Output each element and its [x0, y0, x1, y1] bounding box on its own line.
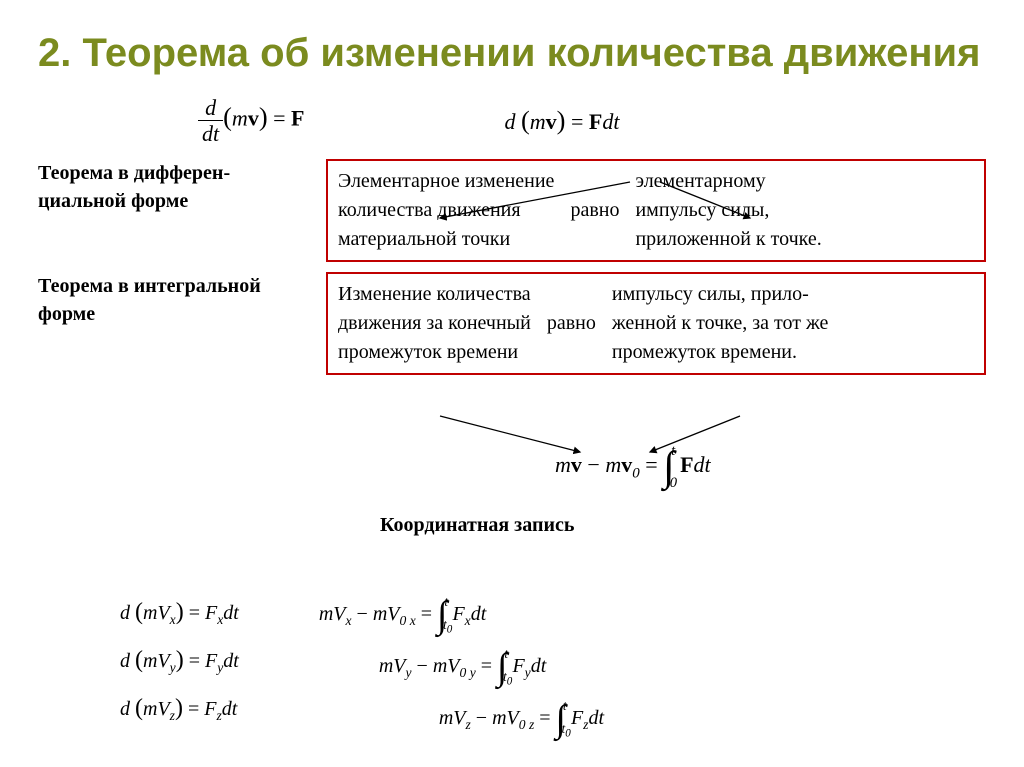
- coordinate-equations: d (mVx) = Fxdt d (mVy) = Fydt d (mVz) = …: [120, 588, 486, 744]
- box1-right: элементарному импульсу силы, приложенной…: [635, 167, 821, 254]
- equation-diff-short: d (mv) = Fdt: [504, 105, 619, 136]
- coord-int-z: mVz − mV0 z = ∫tt0 Fzdt: [439, 692, 606, 744]
- slide-title: 2. Теорема об изменении количества движе…: [38, 28, 986, 78]
- box2-mid: равно: [547, 309, 596, 338]
- coord-int-column: mVx − mV0 x = ∫tt0 Fxdt mVy − mV0 y = ∫t…: [319, 588, 486, 744]
- label-differential-form: Теорема в дифферен- циальной форме: [38, 159, 308, 262]
- block-differential: Теорема в дифферен- циальной форме Элеме…: [38, 159, 986, 262]
- box2-left: Изменение количества движения за конечны…: [338, 280, 531, 367]
- slide: 2. Теорема об изменении количества движе…: [0, 0, 1024, 767]
- definition-box-differential: Элементарное изменение количества движен…: [326, 159, 986, 262]
- block-integral: Теорема в интегральной форме Изменение к…: [38, 272, 986, 375]
- definition-box-integral: Изменение количества движения за конечны…: [326, 272, 986, 375]
- coord-diff-y: d (mVy) = Fydt: [120, 650, 239, 672]
- equation-row-top: ddt(mv) = F d (mv) = Fdt: [198, 96, 986, 145]
- coord-diff-z: d (mVz) = Fzdt: [120, 698, 237, 720]
- equation-integral: mv − mv0 = ∫t0 Fdt: [555, 452, 711, 478]
- coord-diff-x: d (mVx) = Fxdt: [120, 602, 239, 624]
- coord-form-title: Координатная запись: [380, 514, 574, 537]
- equation-diff-form: ddt(mv) = F: [198, 96, 304, 145]
- coord-int-y: mVy − mV0 y = ∫tt0 Fydt: [379, 640, 546, 692]
- box1-left: Элементарное изменение количества движен…: [338, 167, 554, 254]
- box1-mid: равно: [570, 196, 619, 225]
- box2-right: импульсу силы, прило- женной к точке, за…: [612, 280, 829, 367]
- label-integral-form: Теорема в интегральной форме: [38, 272, 308, 375]
- coord-diff-column: d (mVx) = Fxdt d (mVy) = Fydt d (mVz) = …: [120, 588, 239, 732]
- coord-int-x: mVx − mV0 x = ∫tt0 Fxdt: [319, 588, 486, 640]
